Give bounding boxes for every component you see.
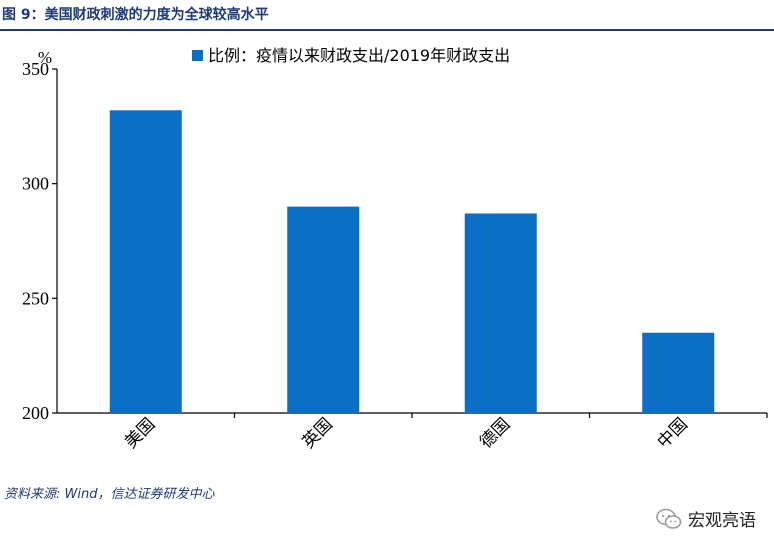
bar-chart: % 比例：疫情以来财政支出/2019年财政支出 200 250 300 350 美国 英国… — [22, 46, 768, 453]
legend: 比例：疫情以来财政支出/2019年财政支出 — [192, 46, 510, 65]
x-tick-label: 英国 — [299, 414, 337, 452]
figure-title: 图 9：美国财政刺激的力度为全球较高水平 — [2, 7, 269, 23]
x-tick-label: 德国 — [476, 414, 514, 452]
x-tick-label: 中国 — [654, 414, 692, 452]
legend-swatch — [192, 50, 203, 61]
watermark-text: 宏观亮语 — [688, 511, 756, 531]
y-unit-label: % — [38, 48, 52, 67]
y-tick-label: 200 — [22, 403, 49, 423]
y-tick-label: 300 — [22, 174, 49, 194]
watermark: 宏观亮语 — [656, 506, 756, 531]
title-rule — [0, 29, 774, 31]
bar — [109, 110, 182, 413]
bar — [464, 213, 537, 413]
source-note: 资料来源: Wind，信达证券研发中心 — [4, 487, 215, 502]
bar — [287, 206, 360, 413]
bar — [642, 332, 715, 413]
plot-area: 200 250 300 350 美国 英国 德国 中国 — [22, 59, 768, 453]
y-tick-label: 350 — [22, 59, 49, 79]
wechat-icon — [656, 508, 682, 530]
legend-label: 比例：疫情以来财政支出/2019年财政支出 — [208, 46, 510, 65]
x-tick-label: 美国 — [121, 414, 159, 452]
y-tick-label: 250 — [22, 288, 49, 308]
